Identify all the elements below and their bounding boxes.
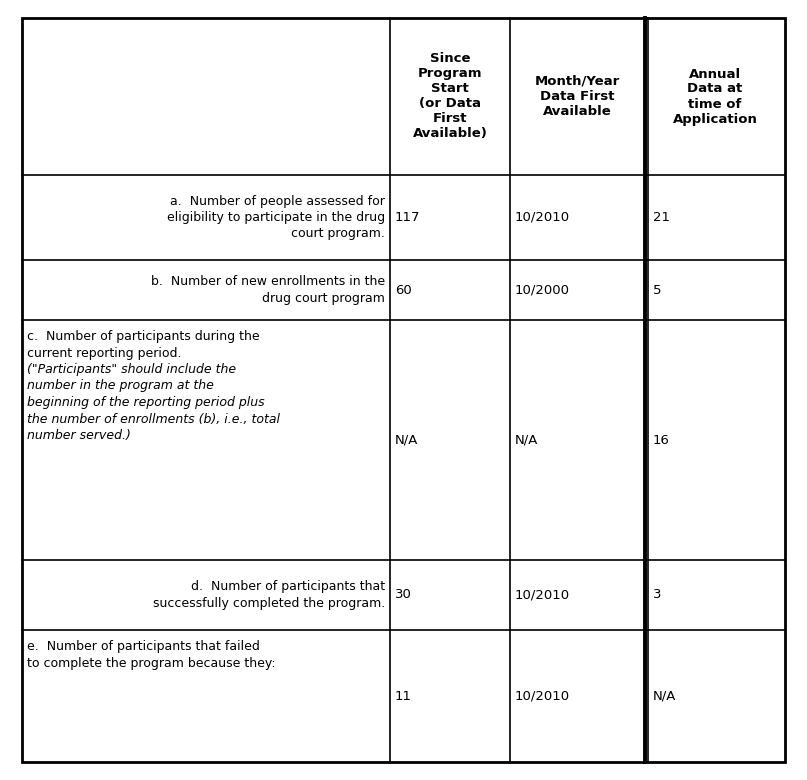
Text: 30: 30 (395, 588, 412, 601)
Text: 60: 60 (395, 283, 412, 296)
Text: Since
Program
Start
(or Data
First
Available): Since Program Start (or Data First Avail… (412, 52, 487, 140)
Text: number served.): number served.) (27, 429, 131, 442)
Text: 10/2010: 10/2010 (515, 690, 570, 703)
Text: d.  Number of participants that: d. Number of participants that (191, 580, 385, 594)
Text: N/A: N/A (653, 690, 676, 703)
Text: 10/2010: 10/2010 (515, 588, 570, 601)
Text: to complete the program because they:: to complete the program because they: (27, 657, 276, 669)
Text: c.  Number of participants during the: c. Number of participants during the (27, 330, 260, 343)
Text: 117: 117 (395, 211, 420, 224)
Text: e.  Number of participants that failed: e. Number of participants that failed (27, 640, 260, 653)
Text: 16: 16 (653, 434, 670, 446)
Text: court program.: court program. (291, 228, 385, 240)
Text: 11: 11 (395, 690, 412, 703)
Text: 10/2010: 10/2010 (515, 211, 570, 224)
Text: 21: 21 (653, 211, 670, 224)
Text: beginning of the reporting period plus: beginning of the reporting period plus (27, 396, 265, 409)
Text: eligibility to participate in the drug: eligibility to participate in the drug (167, 211, 385, 224)
Text: b.  Number of new enrollments in the: b. Number of new enrollments in the (151, 275, 385, 289)
Text: Annual
Data at
time of
Application: Annual Data at time of Application (672, 68, 758, 126)
Text: N/A: N/A (395, 434, 418, 446)
Text: successfully completed the program.: successfully completed the program. (153, 597, 385, 610)
Text: N/A: N/A (515, 434, 538, 446)
Text: 10/2000: 10/2000 (515, 283, 570, 296)
Text: ("Participants" should include the: ("Participants" should include the (27, 363, 236, 376)
Text: Month/Year
Data First
Available: Month/Year Data First Available (535, 75, 620, 118)
Text: current reporting period.: current reporting period. (27, 346, 182, 360)
Text: 5: 5 (653, 283, 662, 296)
Text: a.  Number of people assessed for: a. Number of people assessed for (170, 194, 385, 207)
Text: 3: 3 (653, 588, 662, 601)
Text: number in the program at the: number in the program at the (27, 380, 214, 392)
Text: drug court program: drug court program (262, 292, 385, 305)
Text: the number of enrollments (b), i.e., total: the number of enrollments (b), i.e., tot… (27, 413, 280, 426)
